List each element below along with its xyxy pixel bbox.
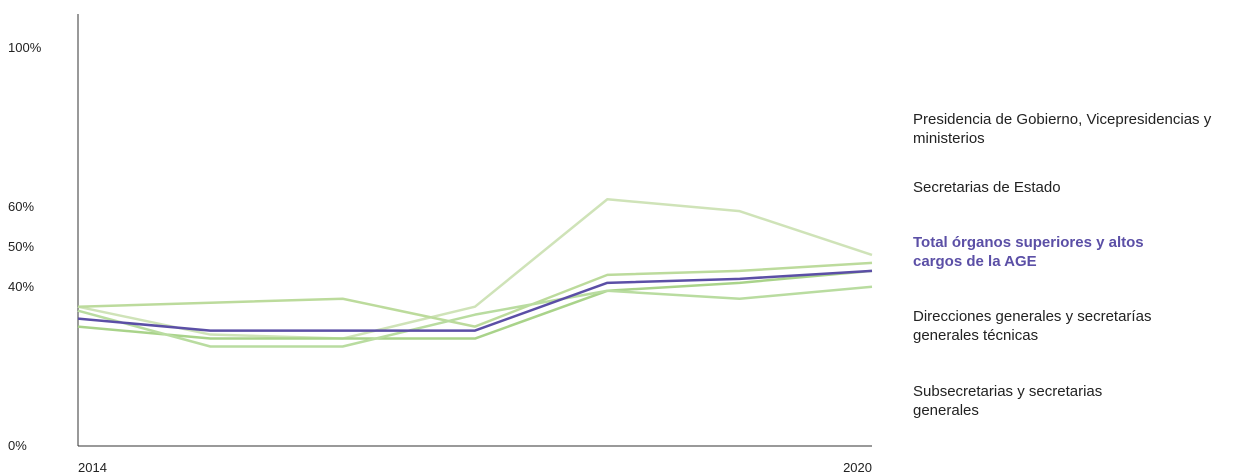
series-line-4 [77, 285, 873, 348]
series-line-0 [77, 197, 873, 340]
y-tick-label: 60% [8, 199, 34, 214]
x-tick-label: 2014 [78, 460, 107, 475]
y-tick-label: 100% [8, 40, 42, 55]
x-tick-label: 2020 [843, 460, 872, 475]
series-line-3 [77, 269, 873, 340]
legend-item-total: Total órganos superiores y altos cargos … [913, 234, 1144, 270]
y-tick-label: 50% [8, 239, 34, 254]
legend-item-direcciones-generales: Direcciones generales y secretarías gene… [913, 308, 1152, 344]
y-tick-label: 40% [8, 279, 34, 294]
x-tick-labels: 2014 2020 [78, 460, 872, 475]
series-line-2 [77, 269, 873, 332]
series-lines [77, 197, 873, 348]
y-tick-labels: 0% 40% 50% 60% 100% [8, 40, 42, 453]
legend-item-secretarias-estado: Secretarias de Estado [913, 179, 1061, 196]
y-tick-label: 0% [8, 438, 27, 453]
legend-item-presidencia: Presidencia de Gobierno, Vicepresidencia… [913, 111, 1212, 147]
series-line-1 [77, 261, 873, 328]
legend-item-subsecretarias: Subsecretarias y secretarias generales [913, 383, 1103, 419]
